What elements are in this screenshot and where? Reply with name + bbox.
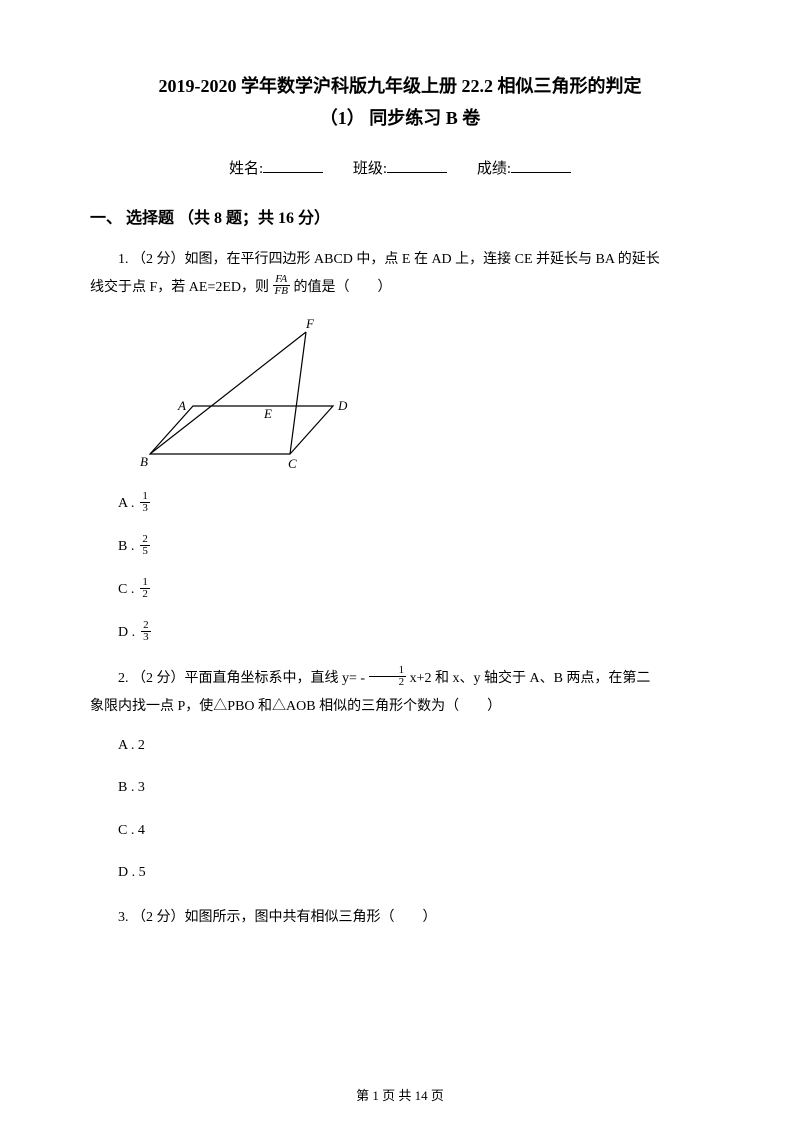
line-bf: [150, 332, 306, 454]
q1-fraction: FA FB: [273, 274, 290, 297]
q1-options: A . 1 3 B . 2 5 C . 1 2 D . 2 3: [118, 493, 710, 645]
label-c: C: [288, 456, 297, 471]
line-cf: [290, 332, 306, 454]
q2-text-mid: x+2 和 x、y 轴交于 A、B 两点，在第二: [410, 671, 651, 686]
q1-c-frac: 1 2: [140, 577, 150, 600]
q2-option-c: C . 4: [118, 820, 710, 842]
q1-d-den: 3: [141, 632, 151, 643]
q1-option-a: A . 1 3: [118, 493, 710, 516]
q3-text: 3. （2 分）如图所示，图中共有相似三角形（ ）: [118, 910, 437, 925]
class-label: 班级:: [353, 161, 387, 177]
page: 2019-2020 学年数学沪科版九年级上册 22.2 相似三角形的判定 （1）…: [0, 0, 800, 1132]
q2-frac-den: 2: [369, 677, 407, 688]
title-line-2: （1） 同步练习 B 卷: [90, 102, 710, 134]
q2-option-b: B . 3: [118, 777, 710, 799]
q1-option-c: C . 1 2: [118, 579, 710, 602]
label-e: E: [263, 406, 272, 421]
score-blank: [511, 158, 571, 173]
label-a: A: [177, 398, 186, 413]
q1-a-den: 3: [140, 503, 150, 514]
q1-frac-den: FB: [273, 286, 290, 297]
score-label: 成绩:: [477, 161, 511, 177]
q1-d-frac: 2 3: [141, 620, 151, 643]
q1-a-label: A .: [118, 493, 134, 515]
q1-text-2b: 的值是（ ）: [293, 280, 391, 295]
q1-d-label: D .: [118, 622, 135, 644]
question-1: 1. （2 分）如图，在平行四边形 ABCD 中，点 E 在 AD 上，连接 C…: [90, 246, 710, 302]
q2-text-1: 2. （2 分）平面直角坐标系中，直线 y= -: [118, 671, 369, 686]
name-label: 姓名:: [229, 161, 263, 177]
q1-text-2a: 线交于点 F，若 AE=2ED，则: [90, 280, 273, 295]
q1-option-b: B . 2 5: [118, 536, 710, 559]
question-3: 3. （2 分）如图所示，图中共有相似三角形（ ）: [90, 904, 710, 932]
q1-b-frac: 2 5: [140, 534, 150, 557]
q1-a-frac: 1 3: [140, 491, 150, 514]
parallelogram: [150, 406, 333, 454]
label-f: F: [305, 316, 315, 331]
name-blank: [263, 158, 323, 173]
q2-option-d: D . 5: [118, 862, 710, 884]
q1-c-den: 2: [140, 589, 150, 600]
q2-options: A . 2 B . 3 C . 4 D . 5: [118, 735, 710, 885]
page-footer: 第 1 页 共 14 页: [0, 1085, 800, 1104]
q1-c-label: C .: [118, 579, 134, 601]
q1-b-label: B .: [118, 536, 134, 558]
q2-option-a: A . 2: [118, 735, 710, 757]
section-1-header: 一、 选择题 （共 8 题；共 16 分）: [90, 204, 710, 228]
parallelogram-svg: F A E D B C: [138, 314, 368, 474]
title-line-1: 2019-2020 学年数学沪科版九年级上册 22.2 相似三角形的判定: [90, 70, 710, 102]
label-b: B: [140, 454, 148, 469]
question-2: 2. （2 分）平面直角坐标系中，直线 y= - 1 2 x+2 和 x、y 轴…: [90, 665, 710, 721]
meta-line: 姓名: 班级: 成绩:: [90, 157, 710, 178]
q2-text-2: 象限内找一点 P，使△PBO 和△AOB 相似的三角形个数为（ ）: [90, 693, 710, 721]
q2-fraction: 1 2: [369, 665, 407, 688]
class-blank: [387, 158, 447, 173]
q1-text-1: 1. （2 分）如图，在平行四边形 ABCD 中，点 E 在 AD 上，连接 C…: [118, 252, 660, 267]
label-d: D: [337, 398, 348, 413]
q1-b-den: 5: [140, 546, 150, 557]
q1-figure: F A E D B C: [138, 314, 710, 479]
q1-option-d: D . 2 3: [118, 622, 710, 645]
